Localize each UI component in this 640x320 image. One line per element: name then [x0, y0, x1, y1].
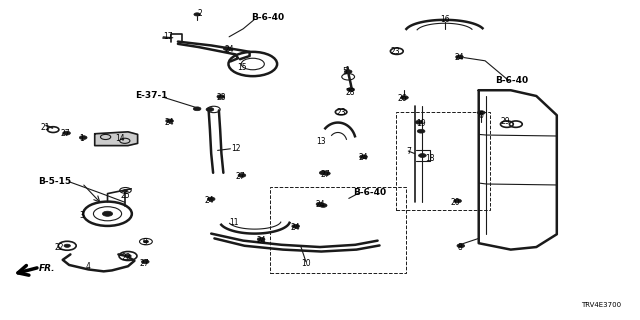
Circle shape: [319, 171, 327, 175]
Bar: [270, 187, 406, 273]
Circle shape: [102, 211, 113, 216]
Circle shape: [454, 199, 461, 203]
Text: 3: 3: [79, 211, 84, 220]
Circle shape: [223, 47, 231, 51]
Polygon shape: [95, 132, 138, 146]
Circle shape: [238, 173, 246, 177]
Circle shape: [143, 240, 148, 243]
Text: B-6-40: B-6-40: [353, 188, 387, 197]
Circle shape: [401, 96, 408, 100]
Circle shape: [323, 172, 330, 175]
Text: 14: 14: [115, 134, 125, 143]
Text: 4: 4: [86, 262, 91, 271]
Text: 22: 22: [54, 243, 63, 252]
Text: 5: 5: [342, 68, 347, 76]
Text: 24: 24: [256, 236, 266, 245]
Circle shape: [457, 244, 465, 248]
Text: 24: 24: [315, 200, 325, 209]
Text: 15: 15: [237, 63, 247, 72]
Text: 27: 27: [60, 129, 70, 138]
Circle shape: [456, 55, 463, 59]
Text: 24: 24: [164, 118, 175, 127]
Text: 6: 6: [479, 111, 484, 120]
Text: 27: 27: [235, 172, 245, 181]
Text: 22: 22: [122, 253, 131, 262]
Text: 23: 23: [336, 108, 346, 117]
Text: 10: 10: [301, 260, 311, 268]
Text: B-6-40: B-6-40: [495, 76, 529, 85]
Bar: [396, 112, 490, 210]
Text: 18: 18: [426, 154, 435, 163]
Text: 28: 28: [346, 88, 355, 97]
Text: 29: 29: [500, 117, 511, 126]
Text: 19: 19: [416, 119, 426, 128]
Text: 24: 24: [454, 53, 465, 62]
Text: B-5-15: B-5-15: [38, 177, 71, 186]
Circle shape: [193, 107, 201, 111]
Text: 24: 24: [224, 45, 234, 54]
Circle shape: [79, 136, 87, 140]
Text: 24: 24: [204, 196, 214, 205]
Text: 12: 12: [231, 144, 240, 153]
Text: 21: 21: [40, 124, 49, 132]
Circle shape: [166, 119, 173, 123]
Circle shape: [319, 204, 327, 207]
Circle shape: [194, 13, 200, 16]
Circle shape: [207, 197, 215, 201]
Text: 17: 17: [163, 32, 173, 41]
Text: 16: 16: [440, 15, 450, 24]
Text: 27: 27: [139, 259, 149, 268]
Circle shape: [347, 88, 355, 92]
Circle shape: [415, 120, 423, 124]
Text: 7: 7: [406, 147, 411, 156]
Text: 23: 23: [390, 47, 401, 56]
Circle shape: [217, 95, 225, 99]
Circle shape: [292, 224, 300, 228]
Text: 25: 25: [120, 191, 131, 200]
Circle shape: [316, 202, 324, 206]
Circle shape: [417, 129, 425, 133]
Text: 11: 11: [229, 218, 238, 227]
Circle shape: [63, 131, 70, 135]
Circle shape: [360, 155, 367, 159]
Circle shape: [257, 237, 265, 241]
Text: TRV4E3700: TRV4E3700: [580, 302, 621, 308]
Text: 9: 9: [142, 238, 147, 247]
Text: E-37-1: E-37-1: [136, 92, 168, 100]
Text: 20: 20: [451, 198, 461, 207]
Circle shape: [344, 70, 352, 74]
Text: B-6-40: B-6-40: [251, 13, 284, 22]
Circle shape: [141, 260, 149, 264]
Circle shape: [64, 244, 70, 247]
Text: FR.: FR.: [38, 264, 55, 273]
Text: 13: 13: [316, 137, 326, 146]
Text: 1: 1: [79, 134, 84, 143]
Text: 8: 8: [457, 243, 462, 252]
Text: 26: 26: [397, 94, 407, 103]
Text: 2: 2: [197, 9, 202, 18]
Circle shape: [477, 111, 485, 115]
Text: 27: 27: [320, 170, 330, 179]
Text: 23: 23: [216, 93, 227, 102]
Circle shape: [419, 154, 426, 157]
Text: 24: 24: [358, 153, 369, 162]
Circle shape: [124, 189, 127, 191]
Circle shape: [125, 254, 131, 258]
Text: 24: 24: [291, 223, 301, 232]
Circle shape: [206, 108, 214, 111]
